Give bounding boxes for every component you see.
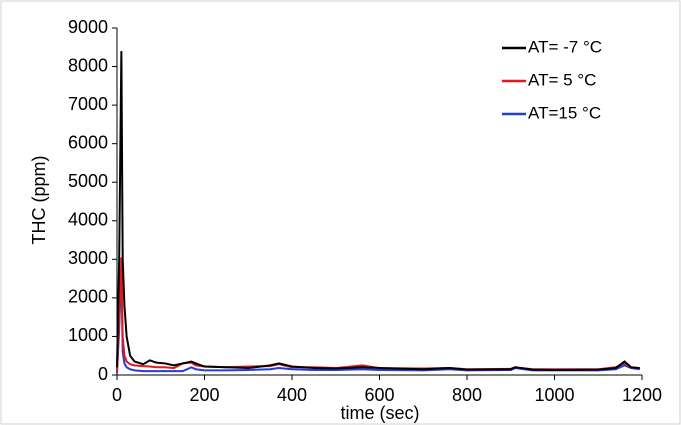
legend-label: AT= -7 °C	[528, 37, 602, 56]
legend-label: AT= 5 °C	[528, 70, 596, 89]
y-tick-label: 1000	[68, 325, 108, 345]
y-tick-label: 6000	[68, 132, 108, 152]
legend: AT= -7 °C AT= 5 °C AT=15 °C	[502, 37, 602, 122]
x-axis-label: time (sec)	[340, 403, 419, 423]
y-tick-label: 2000	[68, 287, 108, 307]
y-tick-label: 4000	[68, 210, 108, 230]
x-tick-label: 200	[189, 385, 219, 405]
y-tick-label: 0	[98, 364, 108, 384]
x-tick-label: 0	[112, 385, 122, 405]
y-axis-label: THC (ppm)	[29, 156, 49, 245]
data-line	[116, 51, 640, 371]
x-tick-label: 400	[277, 385, 307, 405]
y-tick-label: 5000	[68, 171, 108, 191]
y-tick-label: 7000	[68, 94, 108, 114]
legend-label: AT=15 °C	[528, 103, 601, 122]
x-tick-label: 800	[452, 385, 482, 405]
y-tick-label: 9000	[68, 17, 108, 37]
y-tick-label: 3000	[68, 248, 108, 268]
x-tick-label: 1000	[534, 385, 574, 405]
x-tick-label: 600	[364, 385, 394, 405]
x-tick-label: 1200	[622, 385, 662, 405]
y-tick-label: 8000	[68, 55, 108, 75]
